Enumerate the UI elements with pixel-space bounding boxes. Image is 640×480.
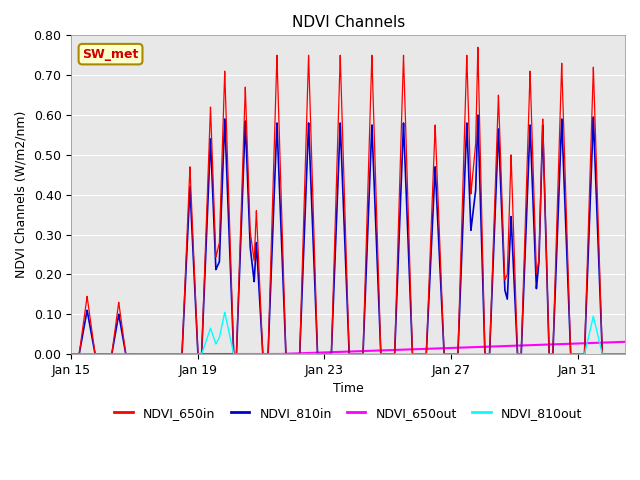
Legend: NDVI_650in, NDVI_810in, NDVI_650out, NDVI_810out: NDVI_650in, NDVI_810in, NDVI_650out, NDV… [109, 402, 587, 425]
Text: SW_met: SW_met [83, 48, 139, 60]
Title: NDVI Channels: NDVI Channels [291, 15, 404, 30]
X-axis label: Time: Time [333, 383, 364, 396]
Y-axis label: NDVI Channels (W/m2/nm): NDVI Channels (W/m2/nm) [15, 111, 28, 278]
